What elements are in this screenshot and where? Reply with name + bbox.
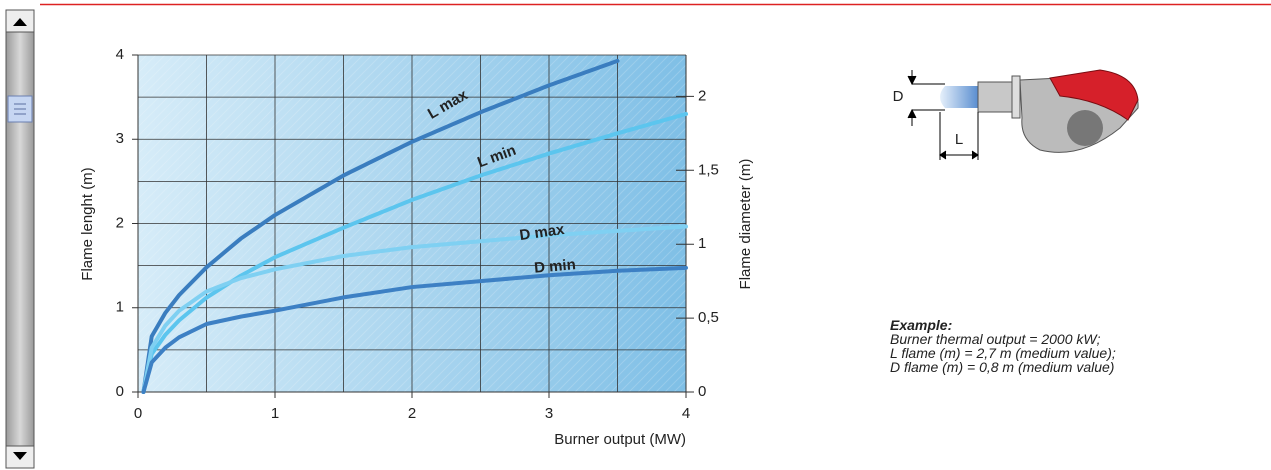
series-line	[141, 265, 688, 394]
y2-tick-label: 0,5	[698, 309, 719, 326]
hatch-line	[628, 334, 686, 392]
hatch-line	[592, 298, 686, 392]
hatch-line	[619, 325, 686, 392]
series-label: D min	[533, 256, 576, 277]
y-tick-label: 2	[116, 214, 124, 231]
y2-tick-label: 0	[698, 383, 706, 400]
y-tick-label: 3	[116, 130, 124, 147]
series-line	[141, 111, 688, 394]
series-label: D max	[518, 221, 566, 244]
hatch-line	[138, 55, 247, 164]
y-tick-label: 4	[116, 46, 124, 63]
hatch-line	[574, 280, 686, 392]
y2-tick-label: 2	[698, 87, 706, 104]
x-tick-label: 1	[271, 405, 279, 422]
x-axis-title: Burner output (MW)	[554, 431, 686, 448]
hatch-line	[138, 55, 238, 155]
series-line	[141, 224, 688, 394]
x-tick-label: 2	[408, 405, 416, 422]
l-label: L	[955, 131, 963, 148]
hatch-line	[583, 289, 686, 392]
hatch-line	[138, 55, 274, 191]
y-tick-label: 1	[116, 299, 124, 316]
hatch-line	[601, 307, 686, 392]
x-tick-label: 4	[682, 405, 690, 422]
x-tick-label: 0	[134, 405, 142, 422]
hatch-line	[138, 55, 211, 128]
hatch-line	[529, 235, 686, 392]
y-axis-title: Flame lenght (m)	[79, 167, 96, 280]
d-label: D	[893, 88, 904, 105]
hatch-line	[138, 55, 202, 119]
series-line	[141, 58, 620, 394]
hatch-line	[565, 271, 686, 392]
hatch-line	[138, 55, 283, 200]
y2-axis-title: Flame diameter (m)	[737, 159, 754, 290]
hatch-line	[138, 55, 292, 209]
x-tick-label: 3	[545, 405, 553, 422]
y2-tick-label: 1,5	[698, 161, 719, 178]
hatch-line	[610, 316, 686, 392]
hatch-line	[138, 55, 256, 173]
y2-tick-label: 1	[698, 235, 706, 252]
example: Example: Burner thermal output = 2000 kW…	[890, 318, 1116, 374]
hatch-line	[138, 55, 265, 182]
example-line: Burner thermal output = 2000 kW;	[890, 331, 1101, 347]
hatch-line	[138, 55, 229, 146]
hatch-line	[538, 244, 686, 392]
hatch-line	[520, 226, 686, 392]
scrollbar[interactable]	[5, 9, 35, 469]
hatch-line	[138, 55, 301, 218]
hatch-line	[556, 262, 686, 392]
burner-diagram: D L	[893, 69, 1139, 160]
hatch-line	[138, 55, 220, 137]
example-line: L flame (m) = 2,7 m (medium value);	[890, 345, 1116, 361]
y-tick-label: 0	[116, 383, 124, 400]
example-line: D flame (m) = 0,8 m (medium value)	[890, 359, 1115, 375]
example-title: Example:	[890, 317, 953, 333]
hatch-line	[547, 253, 686, 392]
